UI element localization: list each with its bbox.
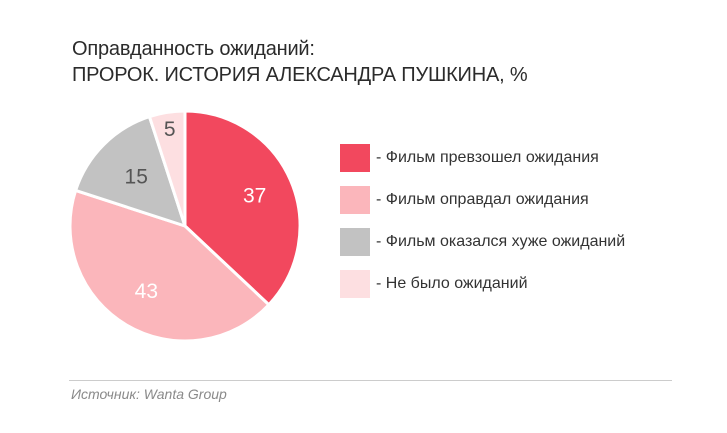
footer-divider bbox=[69, 380, 672, 381]
slice-label-worse: 15 bbox=[125, 166, 148, 189]
legend-swatch bbox=[340, 270, 370, 298]
pie-slice-exceeded bbox=[183, 109, 302, 307]
pie-slice-met bbox=[68, 188, 271, 343]
slice-label-no-expectations: 5 bbox=[164, 118, 176, 141]
chart-title: Оправданность ожиданий: bbox=[72, 38, 315, 60]
legend-item-exceeded: - Фильм превзошел ожидания bbox=[340, 144, 599, 172]
pie-slice-no-expectations bbox=[147, 109, 187, 228]
chart-subtitle: ПРОРОК. ИСТОРИЯ АЛЕКСАНДРА ПУШКИНА, % bbox=[72, 64, 528, 86]
legend-swatch bbox=[340, 144, 370, 172]
slice-label-met: 43 bbox=[135, 280, 158, 303]
legend-swatch bbox=[340, 228, 370, 256]
legend-item-met: - Фильм оправдал ожидания bbox=[340, 186, 589, 214]
legend-label: - Фильм превзошел ожидания bbox=[376, 149, 599, 166]
slice-label-exceeded: 37 bbox=[243, 184, 266, 207]
legend-item-worse: - Фильм оказался хуже ожиданий bbox=[340, 228, 625, 256]
legend-item-no-expectations: - Не было ожиданий bbox=[340, 270, 528, 298]
legend-label: - Не было ожиданий bbox=[376, 275, 528, 292]
legend-swatch bbox=[340, 186, 370, 214]
legend-label: - Фильм оправдал ожидания bbox=[376, 191, 589, 208]
source-note: Источник: Wanta Group bbox=[71, 386, 227, 402]
legend-label: - Фильм оказался хуже ожиданий bbox=[376, 233, 626, 250]
